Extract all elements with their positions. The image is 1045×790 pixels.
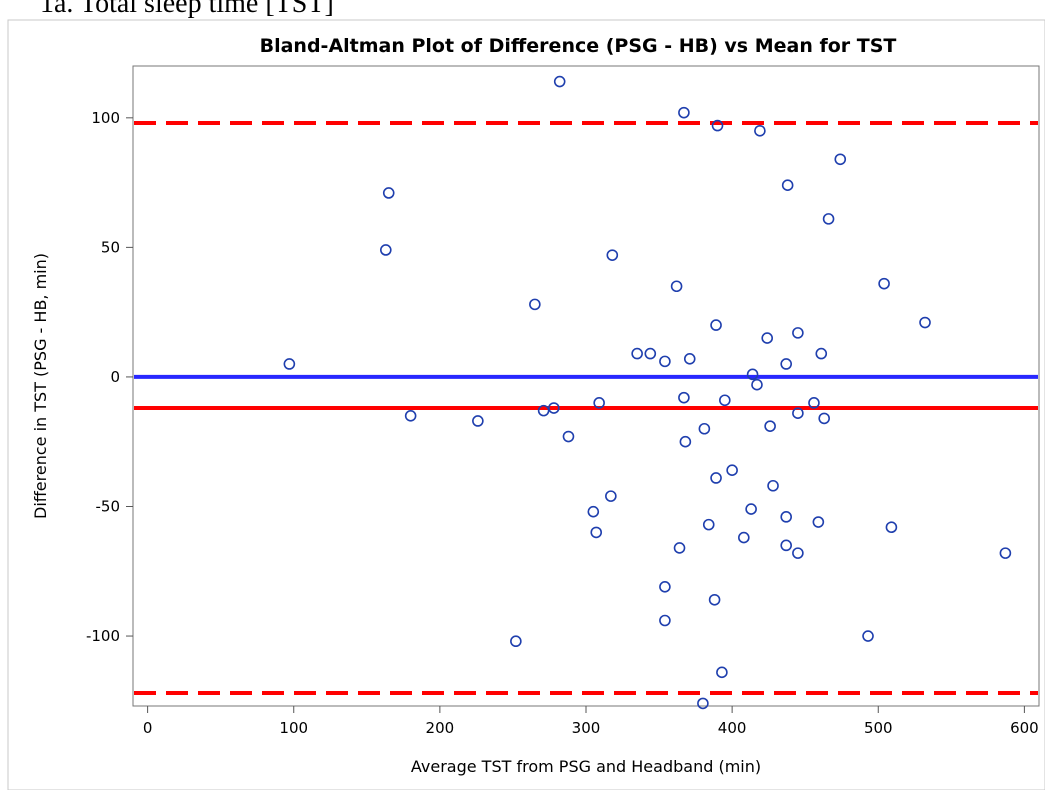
data-point-14: [605, 490, 617, 502]
data-point-22: [673, 542, 686, 554]
data-point-21: [670, 280, 683, 293]
data-point-59: [878, 277, 890, 290]
x-axis-ticks: 0 100 200 300 400 500 600: [143, 706, 1039, 737]
data-point-32: [710, 319, 722, 331]
data-point-1: [380, 244, 392, 256]
data-point-2: [382, 187, 395, 199]
data-point-24: [678, 391, 690, 404]
data-point-51: [792, 547, 804, 559]
data-point-17: [644, 347, 657, 360]
data-point-37: [738, 531, 750, 544]
x-tick-label-4: 400: [718, 719, 747, 737]
data-point-30: [708, 593, 721, 606]
data-point-11: [587, 505, 600, 518]
data-point-28: [698, 422, 711, 435]
data-point-42: [761, 332, 774, 344]
data-point-31: [710, 472, 722, 484]
data-point-29: [702, 518, 715, 531]
data-point-19: [659, 581, 671, 593]
chart-title: Bland-Altman Plot of Difference (PSG - H…: [260, 35, 897, 57]
y-tick-label-1: -50: [96, 497, 121, 515]
y-tick-label-2: 0: [110, 368, 120, 386]
data-point-43: [764, 420, 776, 432]
data-point-60: [885, 521, 898, 534]
data-point-4: [472, 415, 484, 427]
data-point-26: [683, 352, 696, 365]
data-point-33: [711, 119, 724, 132]
reference-lines: [134, 121, 1038, 696]
y-tick-label-4: 100: [91, 109, 120, 127]
data-point-41: [754, 124, 766, 137]
y-axis-label: Difference in TST (PSG - HB, min): [31, 253, 50, 519]
data-point-35: [719, 394, 731, 407]
data-point-9: [553, 75, 566, 88]
data-point-40: [751, 378, 763, 391]
data-point-5: [510, 635, 522, 648]
data-point-12: [590, 526, 603, 539]
x-tick-label-6: 600: [1010, 719, 1039, 737]
data-point-16: [631, 347, 643, 360]
data-point-36: [726, 464, 738, 477]
data-point-56: [822, 213, 835, 225]
y-axis-ticks: -100 -50 0 50 100: [86, 109, 133, 645]
figure-border: [7, 19, 1045, 790]
data-point-58: [862, 630, 874, 642]
data-point-18: [659, 355, 671, 368]
data-point-7: [537, 404, 550, 417]
data-point-50: [792, 407, 804, 420]
x-tick-label-2: 200: [426, 719, 455, 737]
data-point-39: [746, 368, 759, 381]
x-tick-label-1: 100: [279, 719, 308, 737]
data-point-8: [548, 402, 560, 414]
data-point-49: [792, 327, 804, 339]
data-point-6: [529, 298, 541, 311]
data-point-38: [745, 503, 757, 515]
data-point-23: [678, 106, 690, 119]
data-point-57: [834, 153, 847, 166]
data-point-27: [697, 697, 709, 710]
data-point-62: [999, 547, 1012, 559]
x-tick-label-0: 0: [143, 719, 153, 737]
data-point-53: [812, 516, 825, 528]
data-point-55: [818, 412, 830, 425]
data-point-34: [716, 666, 728, 679]
figure-caption: 1a. Total sleep time [TST]: [40, 0, 334, 19]
y-tick-label-0: -100: [86, 627, 120, 645]
data-point-48: [781, 179, 794, 191]
data-point-52: [808, 397, 820, 409]
data-point-3: [404, 409, 417, 422]
data-point-20: [659, 614, 671, 627]
data-point-0: [283, 358, 296, 370]
x-axis-label: Average TST from PSG and Headband (min): [411, 757, 761, 776]
y-tick-label-3: 50: [101, 238, 120, 256]
data-point-44: [767, 479, 779, 492]
data-point-47: [780, 358, 792, 370]
data-point-25: [679, 435, 692, 448]
data-point-13: [593, 397, 605, 409]
data-point-15: [606, 249, 619, 261]
data-point-54: [815, 347, 828, 360]
x-tick-label-5: 500: [864, 719, 893, 737]
x-tick-label-3: 300: [572, 719, 601, 737]
data-point-61: [919, 316, 931, 329]
plot-area: [132, 65, 1040, 707]
data-point-46: [780, 511, 792, 523]
data-points: [283, 75, 1012, 710]
data-point-10: [562, 430, 575, 443]
data-point-45: [780, 539, 792, 552]
